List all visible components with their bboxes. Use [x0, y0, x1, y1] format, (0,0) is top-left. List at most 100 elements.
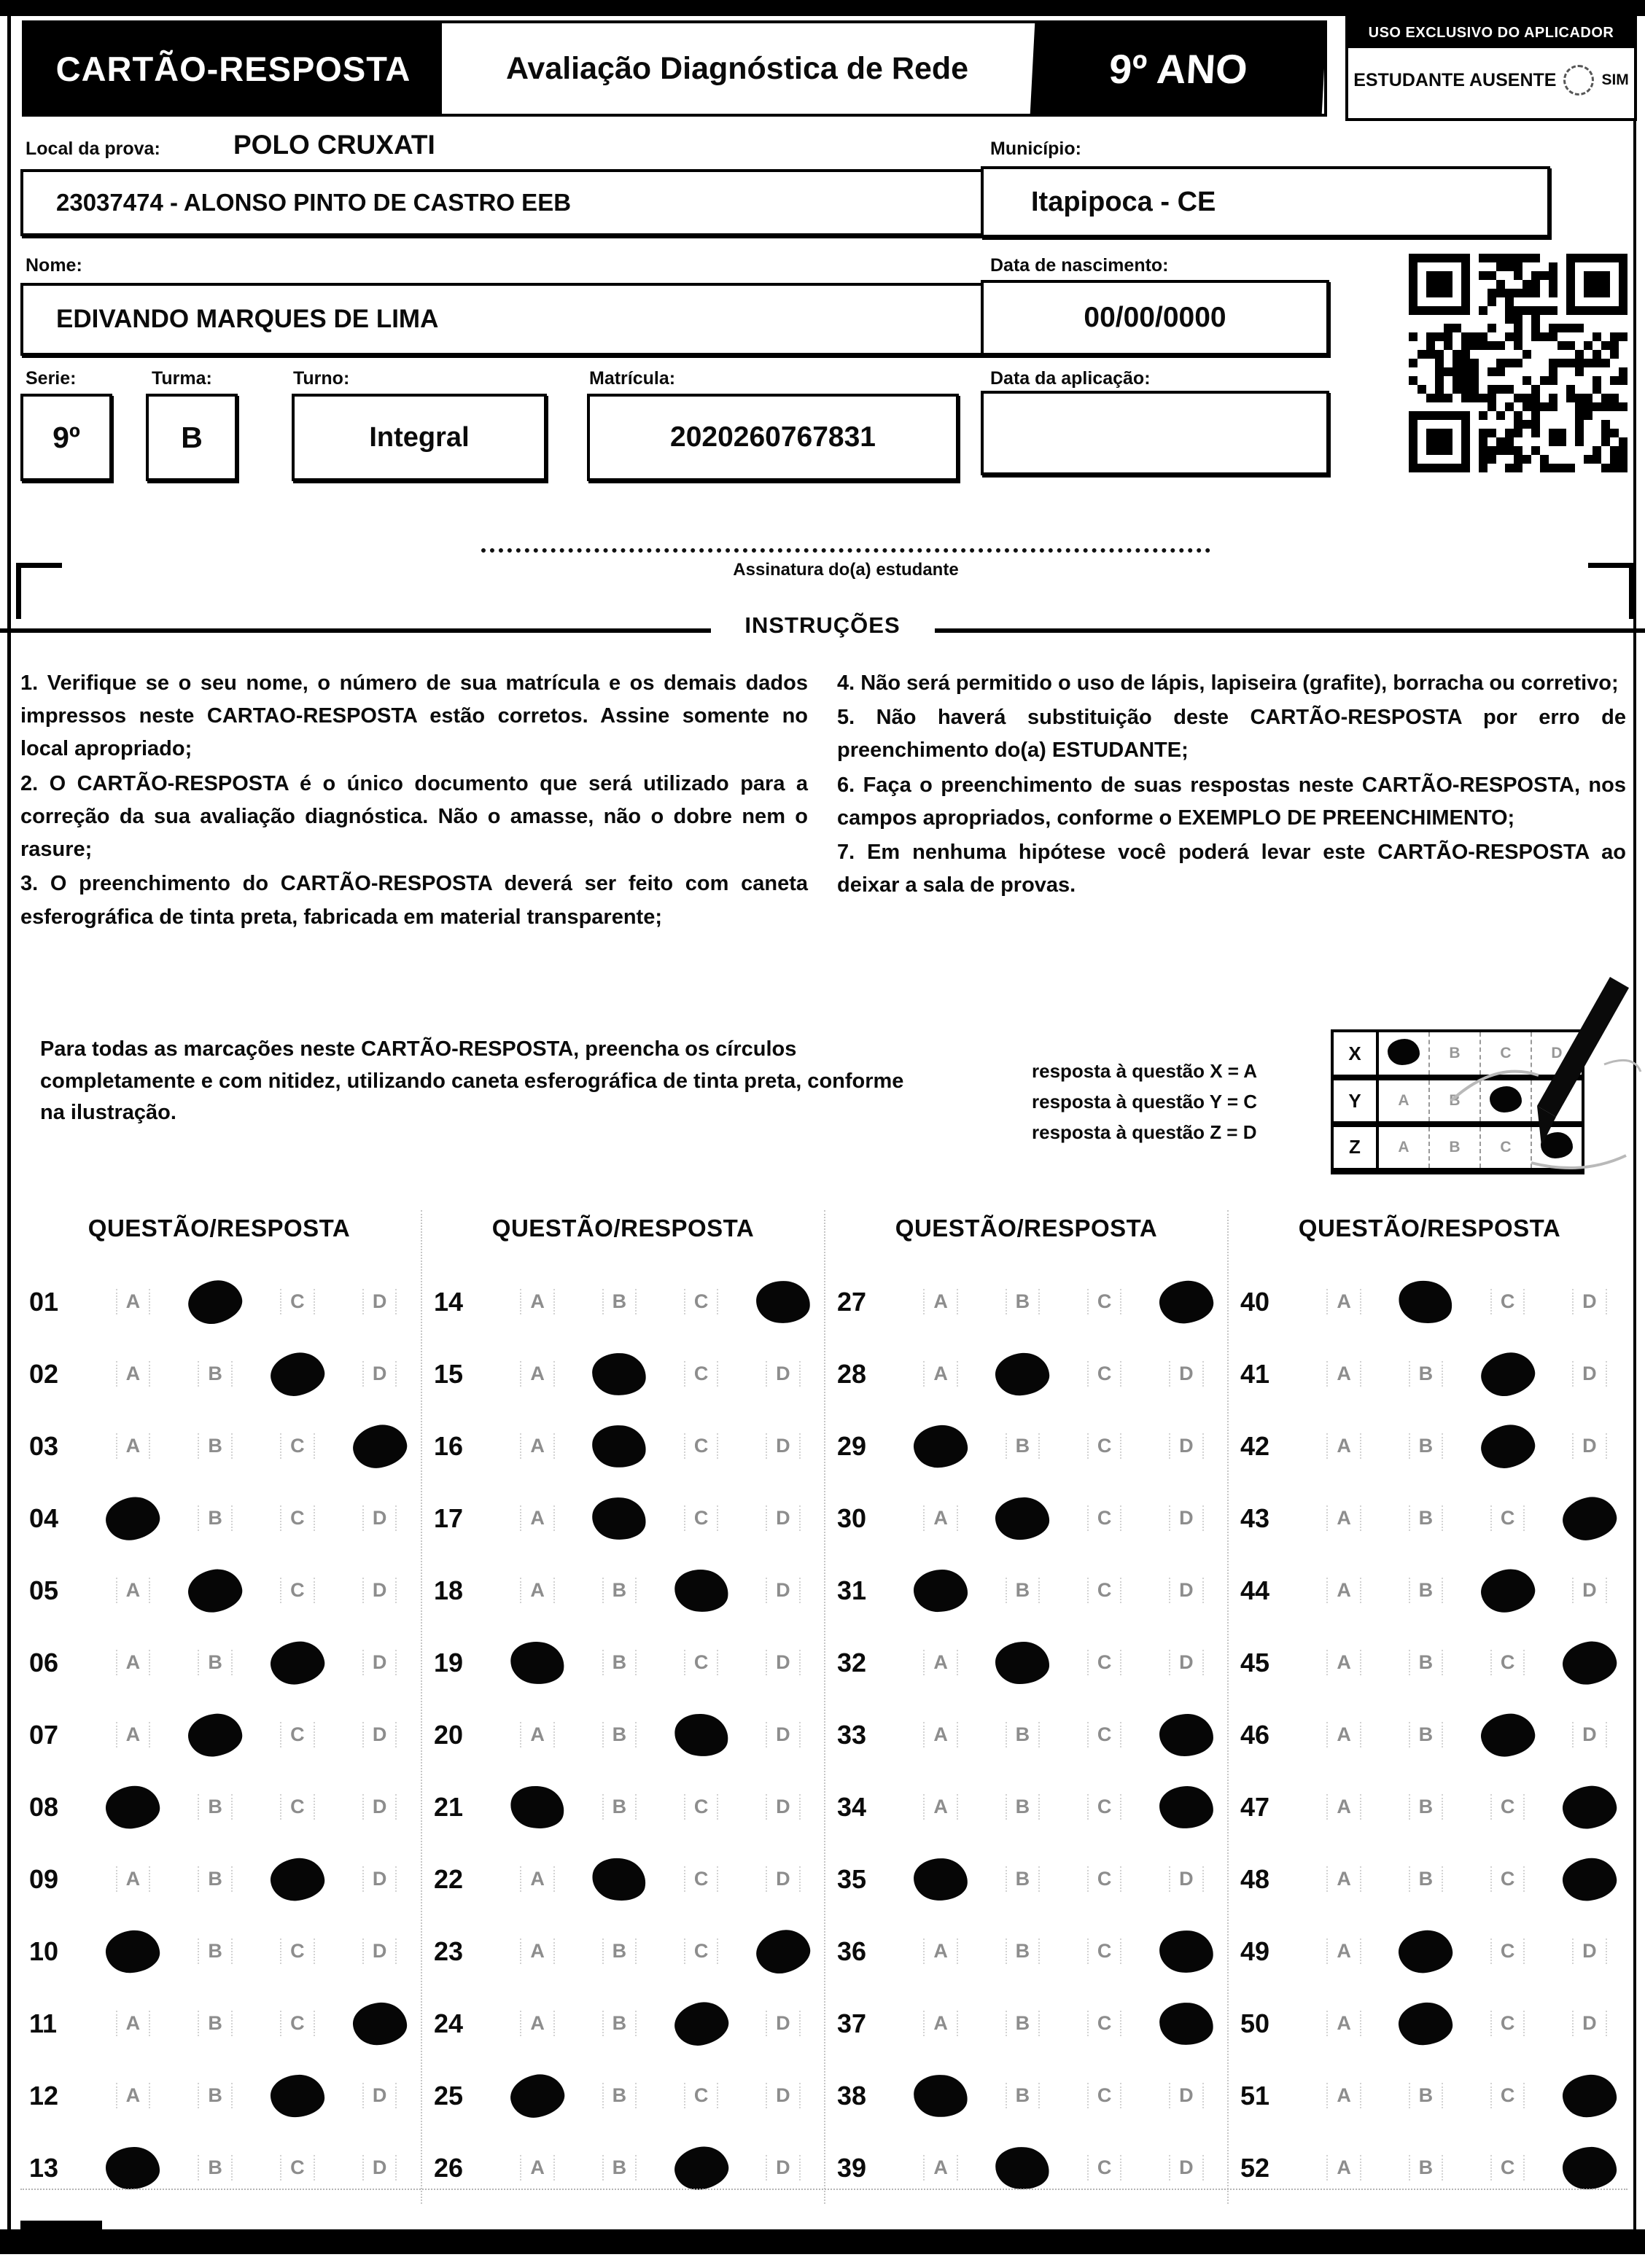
bubble-28-A[interactable]: A	[900, 1361, 981, 1387]
bubble-47-A[interactable]: A	[1303, 1794, 1385, 1820]
bubble-39-A[interactable]: A	[900, 2155, 981, 2181]
bubble-19-C[interactable]: C	[661, 1650, 742, 1675]
bubble-29-B[interactable]: B	[981, 1433, 1063, 1459]
bubble-35-D[interactable]: D	[1146, 1866, 1227, 1892]
bubble-42-C[interactable]	[1467, 1419, 1549, 1473]
bubble-49-A[interactable]: A	[1303, 1938, 1385, 1964]
turno-field[interactable]: Integral	[292, 394, 547, 481]
bubble-15-B[interactable]	[578, 1350, 660, 1398]
bubble-08-B[interactable]: B	[174, 1794, 257, 1820]
bubble-36-A[interactable]: A	[900, 1938, 981, 1964]
bubble-22-B[interactable]	[578, 1852, 660, 1906]
bubble-41-D[interactable]: D	[1549, 1361, 1630, 1387]
serie-field[interactable]: 9º	[20, 394, 112, 481]
bubble-09-C[interactable]	[257, 1855, 339, 1903]
bubble-46-B[interactable]: B	[1385, 1722, 1466, 1747]
bubble-14-A[interactable]: A	[497, 1289, 578, 1314]
bubble-49-C[interactable]: C	[1467, 1938, 1549, 1964]
bubble-17-C[interactable]: C	[661, 1505, 742, 1531]
bubble-25-A[interactable]	[497, 2069, 578, 2122]
bubble-38-D[interactable]: D	[1146, 2083, 1227, 2108]
bubble-16-C[interactable]: C	[661, 1433, 742, 1459]
bubble-16-D[interactable]: D	[742, 1433, 824, 1459]
bubble-32-B[interactable]	[981, 1641, 1063, 1684]
bubble-10-B[interactable]: B	[174, 1938, 257, 1964]
bubble-23-A[interactable]: A	[497, 1938, 578, 1964]
bubble-52-D[interactable]	[1549, 2146, 1630, 2190]
bubble-09-A[interactable]: A	[92, 1866, 174, 1892]
bubble-22-A[interactable]: A	[497, 1866, 578, 1892]
bubble-20-C[interactable]	[661, 1709, 742, 1761]
bubble-47-B[interactable]: B	[1385, 1794, 1466, 1820]
bubble-33-A[interactable]: A	[900, 1722, 981, 1747]
bubble-17-D[interactable]: D	[742, 1505, 824, 1531]
bubble-15-D[interactable]: D	[742, 1361, 824, 1387]
bubble-14-B[interactable]: B	[578, 1289, 660, 1314]
bubble-45-C[interactable]: C	[1467, 1650, 1549, 1675]
bubble-39-D[interactable]: D	[1146, 2155, 1227, 2181]
bubble-45-A[interactable]: A	[1303, 1650, 1385, 1675]
bubble-21-D[interactable]: D	[742, 1794, 824, 1820]
bubble-28-C[interactable]: C	[1064, 1361, 1146, 1387]
bubble-06-C[interactable]	[257, 1637, 339, 1688]
bubble-30-C[interactable]: C	[1064, 1505, 1146, 1531]
bubble-01-C[interactable]: C	[257, 1289, 339, 1314]
bubble-36-B[interactable]: B	[981, 1938, 1063, 1964]
bubble-07-C[interactable]: C	[257, 1722, 339, 1747]
bubble-49-D[interactable]: D	[1549, 1938, 1630, 1964]
bubble-22-C[interactable]: C	[661, 1866, 742, 1892]
bubble-52-A[interactable]: A	[1303, 2155, 1385, 2181]
bubble-15-C[interactable]: C	[661, 1361, 742, 1387]
bubble-08-C[interactable]: C	[257, 1794, 339, 1820]
bubble-08-D[interactable]: D	[338, 1794, 421, 1820]
bubble-44-B[interactable]: B	[1385, 1578, 1466, 1603]
bubble-43-A[interactable]: A	[1303, 1505, 1385, 1531]
bubble-40-D[interactable]: D	[1549, 1289, 1630, 1314]
bubble-02-A[interactable]: A	[92, 1361, 174, 1387]
bubble-35-C[interactable]: C	[1064, 1866, 1146, 1892]
bubble-20-D[interactable]: D	[742, 1722, 824, 1747]
bubble-26-B[interactable]: B	[578, 2155, 660, 2181]
bubble-26-D[interactable]: D	[742, 2155, 824, 2181]
bubble-06-D[interactable]: D	[338, 1650, 421, 1675]
bubble-11-C[interactable]: C	[257, 2011, 339, 2036]
bubble-07-B[interactable]	[174, 1710, 257, 1759]
bubble-20-A[interactable]: A	[497, 1722, 578, 1747]
bubble-44-A[interactable]: A	[1303, 1578, 1385, 1603]
nascimento-field[interactable]: 00/00/0000	[981, 280, 1329, 356]
bubble-32-D[interactable]: D	[1146, 1650, 1227, 1675]
bubble-01-D[interactable]: D	[338, 1289, 421, 1314]
bubble-34-A[interactable]: A	[900, 1794, 981, 1820]
bubble-14-C[interactable]: C	[661, 1289, 742, 1314]
bubble-18-A[interactable]: A	[497, 1578, 578, 1603]
bubble-46-D[interactable]: D	[1549, 1722, 1630, 1747]
bubble-04-A[interactable]	[92, 1492, 174, 1544]
bubble-45-D[interactable]	[1549, 1637, 1630, 1688]
bubble-25-B[interactable]: B	[578, 2083, 660, 2108]
bubble-03-A[interactable]: A	[92, 1433, 174, 1459]
bubble-45-B[interactable]: B	[1385, 1650, 1466, 1675]
bubble-34-B[interactable]: B	[981, 1794, 1063, 1820]
bubble-51-A[interactable]: A	[1303, 2083, 1385, 2108]
bubble-12-B[interactable]: B	[174, 2083, 257, 2108]
bubble-21-B[interactable]: B	[578, 1794, 660, 1820]
bubble-38-A[interactable]	[900, 2071, 981, 2120]
school-field[interactable]: 23037474 - ALONSO PINTO DE CASTRO EEB	[20, 169, 996, 236]
aplicacao-field[interactable]	[981, 391, 1329, 475]
bubble-11-B[interactable]: B	[174, 2011, 257, 2036]
bubble-10-D[interactable]: D	[338, 1938, 421, 1964]
bubble-50-A[interactable]: A	[1303, 2011, 1385, 2036]
bubble-27-C[interactable]: C	[1064, 1289, 1146, 1314]
bubble-37-D[interactable]	[1146, 2000, 1227, 2047]
bubble-13-D[interactable]: D	[338, 2155, 421, 2181]
bubble-11-A[interactable]: A	[92, 2011, 174, 2036]
bubble-05-C[interactable]: C	[257, 1578, 339, 1603]
bubble-14-D[interactable]	[742, 1278, 824, 1325]
bubble-04-B[interactable]: B	[174, 1505, 257, 1531]
bubble-30-D[interactable]: D	[1146, 1505, 1227, 1531]
bubble-25-C[interactable]: C	[661, 2083, 742, 2108]
bubble-32-C[interactable]: C	[1064, 1650, 1146, 1675]
matricula-field[interactable]: 2020260767831	[587, 394, 959, 481]
bubble-29-A[interactable]	[900, 1423, 981, 1469]
bubble-01-B[interactable]	[174, 1274, 257, 1329]
